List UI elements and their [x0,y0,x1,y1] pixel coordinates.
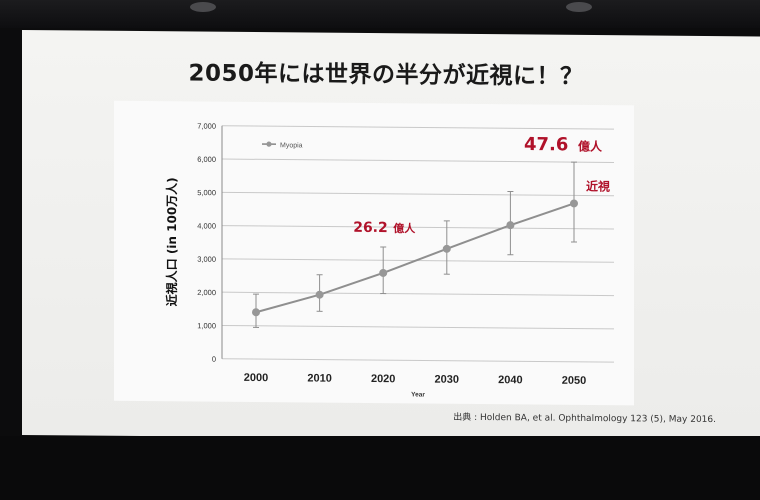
line-chart: 0 1,000 2,000 3,000 4,000 5,000 6,000 7,000 近視人口… [164,122,614,399]
legend-label: Myopia [280,142,303,149]
y-tick-label: 0 [212,355,216,364]
floor-dark [0,436,760,500]
data-point [379,268,388,277]
data-point [570,199,578,208]
y-tick-label: 3,000 [197,255,216,264]
gridline [222,291,614,297]
source-citation: 出典 : Holden BA, et al. Ophthalmology 123… [453,412,716,426]
y-axis-title: 近視人口 (in 100万人) [164,177,179,306]
annotation-value: 47.6 [524,134,568,155]
legend-swatch-marker [266,141,272,147]
x-tick-label: 2040 [498,374,522,386]
chart-panel: 0 1,000 2,000 3,000 4,000 5,000 6,000 7,000 近視人口… [114,100,634,406]
x-axis-title: Year [411,391,425,398]
x-tick-label: 2000 [244,372,268,384]
data-point [442,244,451,253]
x-tick-label: 2050 [562,375,586,387]
series-line-myopia [255,202,575,314]
y-tick-label: 1,000 [197,321,216,330]
gridline [222,125,614,130]
gridline [222,158,614,163]
gridline [222,358,614,363]
x-tick-label: 2010 [307,372,331,384]
x-tick-label: 2020 [371,373,395,385]
annotation-value: 26.2 [353,220,388,236]
data-point [252,308,260,317]
projection-screen: 2050年には世界の半分が近視に！？ 0 1,000 2,000 3,000 4,000… [22,30,760,442]
annotation-unit: 億人 [393,221,416,235]
y-tick-label: 4,000 [197,221,216,230]
ceiling-light [566,2,592,12]
y-tick-label: 6,000 [197,155,216,164]
annotation-label: 近視 [586,179,610,194]
ceiling-light [190,2,216,12]
gridline [222,324,614,330]
x-tick-label: 2030 [435,374,459,386]
slide-title: 2050年には世界の半分が近視に！？ [188,60,584,90]
gridline [222,225,614,230]
y-tick-label: 5,000 [197,188,216,197]
annotation-unit: 億人 [578,138,603,153]
data-point [315,290,324,299]
y-tick-label: 2,000 [197,288,216,297]
ceiling [0,0,760,28]
y-tick-label: 7,000 [197,122,216,131]
gridline [222,191,614,197]
data-point [506,221,515,230]
